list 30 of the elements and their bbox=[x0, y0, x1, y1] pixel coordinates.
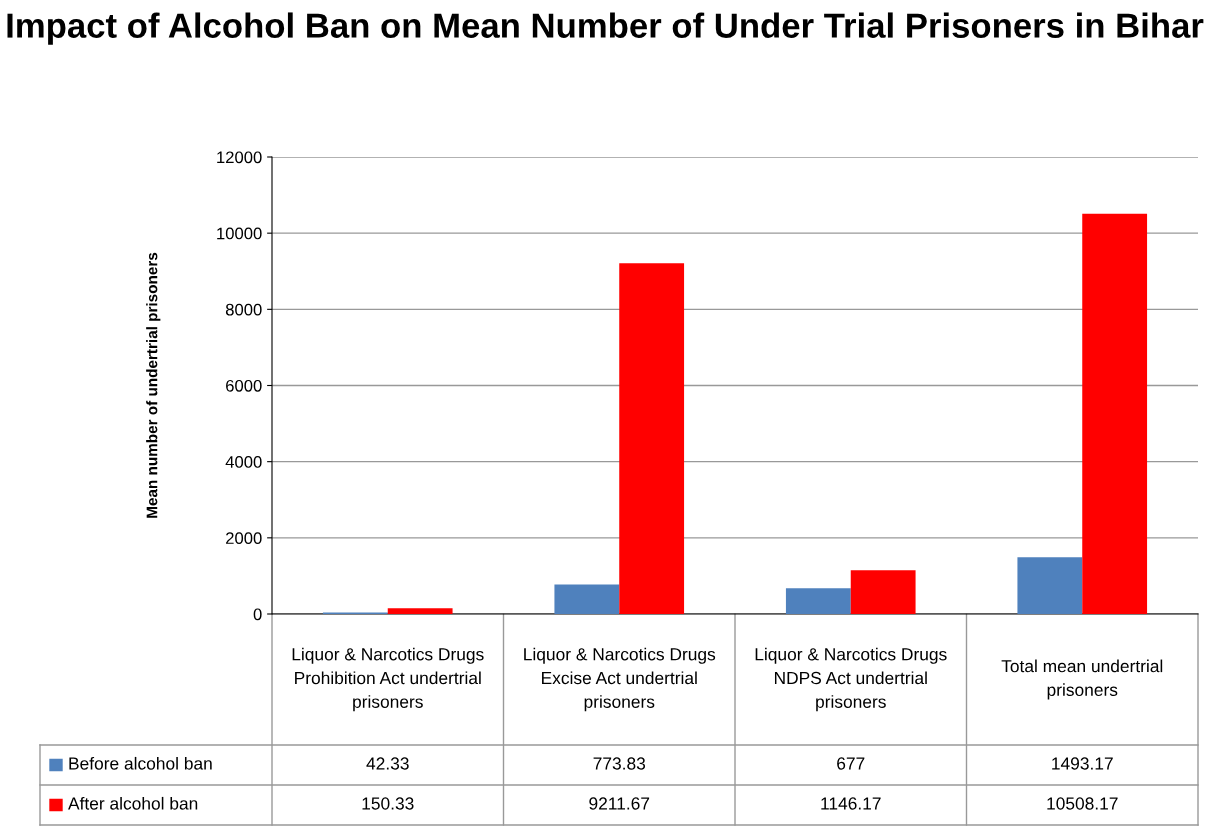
bar bbox=[619, 263, 685, 614]
y-tick-label: 4000 bbox=[225, 456, 262, 468]
legend-label: Before alcohol ban bbox=[69, 756, 212, 770]
bar bbox=[785, 588, 851, 614]
data-label: 677 bbox=[837, 757, 865, 770]
data-label: 42.33 bbox=[366, 757, 409, 770]
x-tick-label: Liquor & Narcotics Drugs NDPS Act undertrial prisoners bbox=[755, 647, 947, 712]
x-tick-label: Liquor & Narcotics Drugs Excise Act undertrial prisoners bbox=[524, 647, 716, 712]
data-label: 773.83 bbox=[593, 757, 646, 770]
data-label: 1493.17 bbox=[1052, 757, 1113, 770]
bar bbox=[554, 584, 620, 614]
bar bbox=[387, 608, 453, 614]
data-label: 1146.17 bbox=[821, 797, 881, 810]
bar bbox=[1017, 557, 1083, 614]
y-tick-label: 0 bbox=[253, 608, 262, 621]
x-tick-label: Liquor & Narcotics Drugs Prohibition Act undertrial prisoners bbox=[292, 647, 484, 712]
y-tick-label: 2000 bbox=[226, 532, 262, 545]
x-tick-label: Total mean undertrial prisoners bbox=[1001, 659, 1163, 700]
y-tick-label: 8000 bbox=[225, 303, 262, 316]
legend-label: After alcohol ban bbox=[68, 796, 198, 810]
data-label: 10508.17 bbox=[1047, 797, 1118, 810]
y-axis-title: Mean number of undertrial prisoners bbox=[146, 252, 161, 518]
y-tick-label: 10000 bbox=[217, 227, 262, 240]
data-label: 150.33 bbox=[362, 797, 414, 810]
data-label: 9211.67 bbox=[589, 797, 650, 810]
chart-title: Impact of Alcohol Ban on Mean Number of Under Trial Prisoners in Bihar bbox=[7, 12, 1204, 45]
y-tick-label: 6000 bbox=[226, 379, 262, 392]
bar bbox=[850, 570, 916, 614]
y-tick-label: 12000 bbox=[217, 151, 262, 164]
bar bbox=[1082, 213, 1148, 614]
